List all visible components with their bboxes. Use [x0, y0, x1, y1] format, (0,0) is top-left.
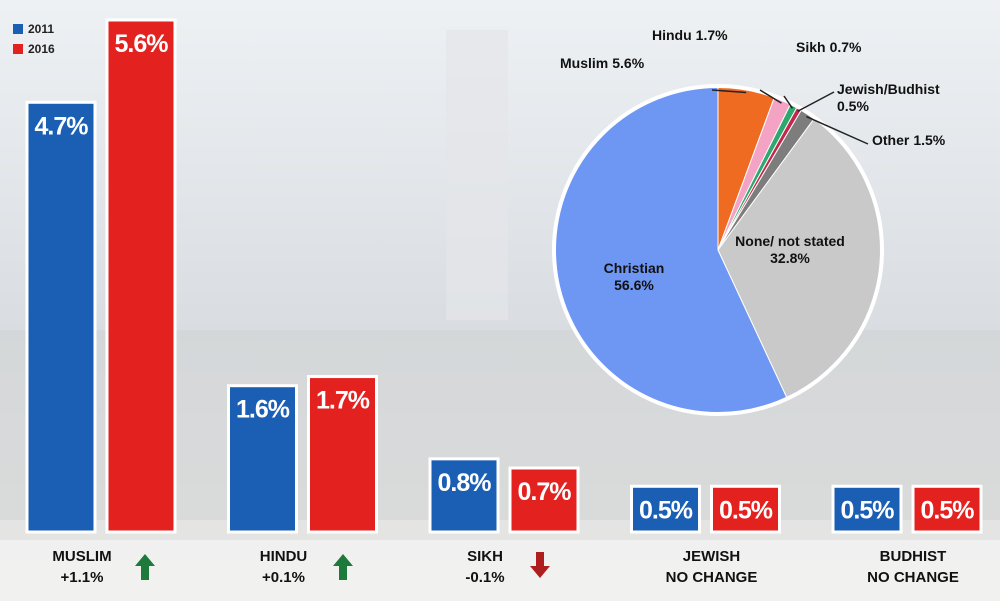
value-label: 0.8% — [438, 469, 492, 497]
leader-line — [806, 115, 869, 145]
bar — [911, 484, 983, 534]
value-label: 0.7% — [518, 478, 572, 506]
pie-label: Sikh 0.7% — [796, 39, 862, 55]
category-label: BUDHIST — [880, 548, 947, 565]
pie-label: Hindu 1.7% — [652, 27, 728, 43]
bar — [831, 484, 903, 534]
up-arrow — [333, 554, 353, 580]
leader-line — [759, 89, 782, 104]
category-label: MUSLIM — [52, 548, 111, 565]
pie-value: 0.7% — [830, 39, 862, 55]
pie-value: 56.6% — [614, 277, 654, 293]
pie-value: 5.6% — [612, 55, 644, 71]
pie-label: Other 1.5% — [872, 132, 946, 148]
bar — [307, 375, 378, 534]
bar — [710, 484, 781, 534]
legend-swatch — [13, 44, 23, 54]
pie-value: 1.5% — [913, 132, 945, 148]
pie-category: Hindu — [652, 27, 692, 43]
change-label: NO CHANGE — [867, 569, 959, 586]
pie-label: Jewish/Budhist 0.5% — [837, 81, 940, 114]
value-label: 0.5% — [639, 496, 693, 524]
pie-value: 32.8% — [770, 250, 810, 266]
down-arrow — [530, 552, 550, 578]
pie-value: 1.7% — [696, 27, 728, 43]
value-label: 0.5% — [719, 496, 773, 524]
change-label: +1.1% — [61, 569, 104, 586]
pie-category: Jewish/Budhist — [837, 81, 940, 97]
pie-category: Sikh — [796, 39, 826, 55]
category-label: SIKH — [467, 548, 503, 565]
leader-line — [797, 91, 835, 112]
pie-category: Muslim — [560, 55, 608, 71]
value-label: 5.6% — [115, 30, 169, 58]
value-label: 0.5% — [921, 496, 975, 524]
pie-border — [552, 84, 884, 416]
pie-category: None/ not stated — [735, 233, 845, 249]
pie-label: Muslim 5.6% — [560, 55, 645, 71]
bar — [105, 18, 177, 534]
leader-line — [783, 95, 794, 109]
bar — [508, 466, 580, 534]
bar — [630, 484, 701, 534]
up-arrow — [135, 554, 155, 580]
bar — [428, 457, 500, 534]
bar — [227, 384, 298, 534]
value-label: 1.7% — [316, 387, 370, 415]
pie-label: Christian 56.6% — [604, 260, 665, 293]
pie-category: Other — [872, 132, 910, 148]
change-label: NO CHANGE — [666, 569, 758, 586]
value-label: 4.7% — [35, 112, 89, 140]
value-label: 1.6% — [236, 396, 290, 424]
legend-swatch — [13, 24, 23, 34]
minaret — [446, 30, 508, 320]
label-band — [0, 540, 1000, 601]
leader-line — [711, 89, 747, 94]
value-label: 0.5% — [841, 496, 895, 524]
category-label: JEWISH — [683, 548, 741, 565]
pie-category: Christian — [604, 260, 665, 276]
arrows — [135, 552, 550, 580]
legend-label: 2016 — [28, 42, 55, 56]
change-label: +0.1% — [262, 569, 305, 586]
bar — [25, 100, 97, 534]
change-label: -0.1% — [465, 569, 504, 586]
legend-label: 2011 — [28, 22, 54, 36]
category-label: HINDU — [260, 548, 308, 565]
pie-label: None/ not stated 32.8% — [735, 233, 845, 266]
pie-value: 0.5% — [837, 98, 869, 114]
